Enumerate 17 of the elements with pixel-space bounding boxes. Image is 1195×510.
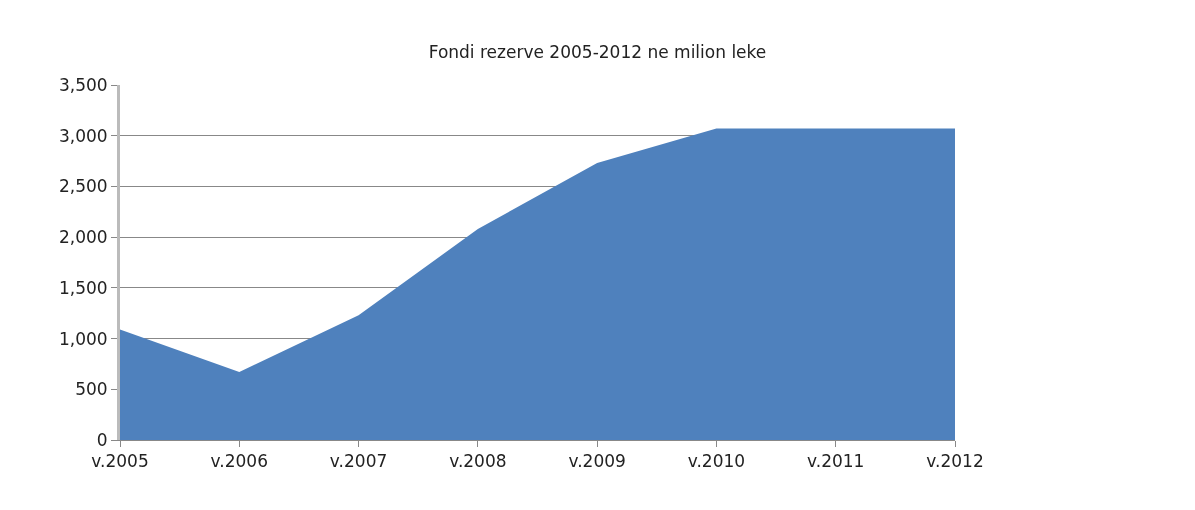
y-tick-label: 1,500 bbox=[58, 277, 108, 298]
y-tick-label: 2,000 bbox=[58, 227, 108, 248]
y-tick-label: 0 bbox=[96, 429, 108, 450]
y-tick-label: 3,500 bbox=[58, 74, 108, 95]
y-tick-label: 500 bbox=[75, 379, 108, 400]
x-tick-label: v.2008 bbox=[449, 451, 507, 472]
y-tick-label: 1,000 bbox=[58, 328, 108, 349]
x-tick-label: v.2012 bbox=[926, 451, 984, 472]
y-tick-label: 3,000 bbox=[58, 125, 108, 146]
y-tick-label: 2,500 bbox=[58, 176, 108, 197]
x-tick-label: v.2010 bbox=[687, 451, 746, 472]
x-tick-label: v.2005 bbox=[91, 451, 149, 472]
x-tick-label: v.2006 bbox=[210, 451, 268, 472]
chart-title: Fondi rezerve 2005-2012 ne milion leke bbox=[428, 41, 767, 62]
x-tick-label: v.2007 bbox=[329, 451, 388, 472]
x-tick-label: v.2009 bbox=[568, 451, 626, 472]
x-tick-label: v.2011 bbox=[807, 451, 865, 472]
